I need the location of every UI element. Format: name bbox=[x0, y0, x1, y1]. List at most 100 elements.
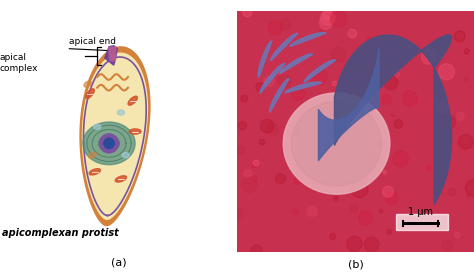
Circle shape bbox=[455, 232, 460, 238]
Circle shape bbox=[319, 16, 332, 29]
Text: apicomplexan protist: apicomplexan protist bbox=[2, 228, 119, 238]
Circle shape bbox=[237, 146, 245, 154]
Circle shape bbox=[242, 177, 257, 193]
Circle shape bbox=[402, 91, 418, 106]
Polygon shape bbox=[290, 33, 326, 47]
Circle shape bbox=[448, 188, 456, 196]
Circle shape bbox=[454, 31, 465, 42]
Ellipse shape bbox=[122, 153, 129, 158]
Ellipse shape bbox=[89, 152, 96, 158]
Circle shape bbox=[244, 170, 252, 178]
Circle shape bbox=[312, 69, 328, 85]
Circle shape bbox=[323, 10, 332, 19]
Polygon shape bbox=[280, 54, 313, 74]
Bar bbox=[396, 213, 448, 230]
Circle shape bbox=[307, 206, 317, 216]
Ellipse shape bbox=[91, 167, 99, 177]
Circle shape bbox=[280, 19, 291, 30]
Polygon shape bbox=[258, 41, 272, 77]
Circle shape bbox=[252, 176, 257, 181]
Circle shape bbox=[465, 78, 468, 81]
Circle shape bbox=[359, 211, 373, 225]
Ellipse shape bbox=[292, 101, 382, 186]
Circle shape bbox=[394, 72, 400, 78]
Circle shape bbox=[268, 21, 282, 35]
Circle shape bbox=[350, 205, 358, 213]
Circle shape bbox=[104, 138, 114, 149]
Ellipse shape bbox=[128, 96, 137, 105]
Circle shape bbox=[376, 143, 380, 147]
Circle shape bbox=[436, 101, 448, 113]
Circle shape bbox=[251, 245, 262, 256]
Circle shape bbox=[365, 237, 379, 252]
Circle shape bbox=[332, 81, 337, 85]
Circle shape bbox=[348, 29, 356, 38]
Circle shape bbox=[376, 87, 378, 90]
Circle shape bbox=[438, 64, 455, 80]
Circle shape bbox=[385, 192, 398, 204]
Circle shape bbox=[346, 236, 362, 252]
Ellipse shape bbox=[283, 93, 390, 194]
Circle shape bbox=[266, 123, 279, 136]
Circle shape bbox=[357, 102, 373, 119]
Circle shape bbox=[334, 196, 338, 201]
Circle shape bbox=[442, 115, 456, 129]
Circle shape bbox=[387, 229, 392, 234]
Polygon shape bbox=[270, 79, 289, 112]
Polygon shape bbox=[271, 33, 298, 61]
Ellipse shape bbox=[130, 127, 140, 136]
Circle shape bbox=[383, 171, 386, 174]
Circle shape bbox=[275, 174, 285, 184]
Circle shape bbox=[394, 120, 403, 129]
Circle shape bbox=[259, 139, 265, 145]
Circle shape bbox=[384, 76, 398, 90]
Text: (a): (a) bbox=[111, 257, 126, 267]
Circle shape bbox=[365, 61, 375, 71]
Circle shape bbox=[391, 113, 395, 117]
Circle shape bbox=[383, 186, 393, 197]
Circle shape bbox=[465, 179, 474, 196]
Circle shape bbox=[330, 11, 346, 27]
Polygon shape bbox=[105, 46, 118, 65]
Circle shape bbox=[293, 129, 300, 136]
Text: (b): (b) bbox=[347, 259, 364, 269]
Polygon shape bbox=[82, 53, 148, 220]
Circle shape bbox=[427, 166, 431, 170]
Text: apical end: apical end bbox=[69, 37, 116, 46]
Circle shape bbox=[253, 160, 259, 166]
Circle shape bbox=[276, 66, 284, 74]
Circle shape bbox=[253, 164, 256, 168]
Circle shape bbox=[367, 154, 383, 170]
Circle shape bbox=[286, 126, 297, 137]
Circle shape bbox=[241, 95, 248, 102]
Ellipse shape bbox=[115, 176, 127, 182]
Circle shape bbox=[344, 118, 351, 124]
Circle shape bbox=[233, 208, 243, 218]
Ellipse shape bbox=[117, 110, 124, 115]
Circle shape bbox=[351, 108, 361, 118]
Circle shape bbox=[330, 233, 336, 239]
Polygon shape bbox=[260, 64, 285, 93]
Text: apical
complex: apical complex bbox=[0, 53, 38, 73]
Polygon shape bbox=[304, 60, 336, 82]
Circle shape bbox=[243, 8, 252, 17]
Polygon shape bbox=[83, 122, 135, 165]
Circle shape bbox=[277, 74, 291, 87]
Polygon shape bbox=[79, 46, 151, 226]
Ellipse shape bbox=[84, 81, 91, 87]
Ellipse shape bbox=[85, 89, 95, 98]
Circle shape bbox=[292, 209, 298, 214]
Circle shape bbox=[458, 135, 473, 149]
Circle shape bbox=[256, 83, 264, 92]
Ellipse shape bbox=[93, 124, 100, 129]
Circle shape bbox=[464, 48, 470, 54]
Circle shape bbox=[439, 190, 442, 193]
Circle shape bbox=[320, 10, 335, 25]
Text: 1 μm: 1 μm bbox=[408, 207, 433, 217]
Circle shape bbox=[382, 94, 392, 104]
Circle shape bbox=[421, 49, 436, 64]
Circle shape bbox=[100, 134, 118, 153]
Circle shape bbox=[379, 209, 383, 213]
Circle shape bbox=[264, 76, 274, 86]
Circle shape bbox=[238, 121, 246, 130]
